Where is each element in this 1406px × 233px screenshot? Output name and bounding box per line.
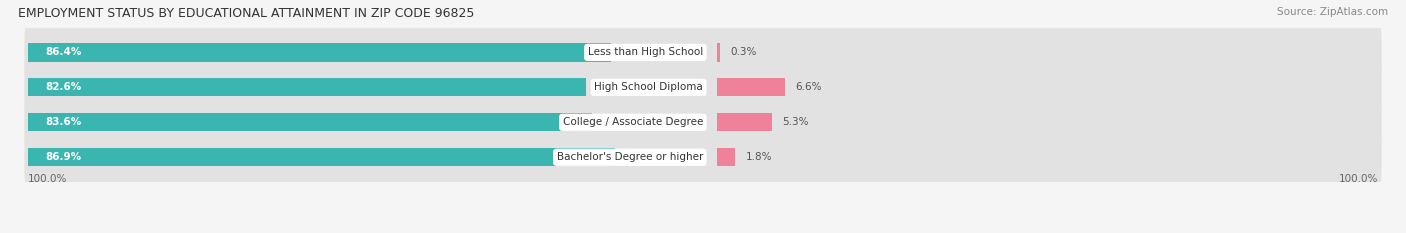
Text: College / Associate Degree: College / Associate Degree [562,117,703,127]
Text: 86.9%: 86.9% [45,152,82,162]
FancyBboxPatch shape [24,128,1382,187]
Text: Less than High School: Less than High School [588,48,703,57]
Text: EMPLOYMENT STATUS BY EDUCATIONAL ATTAINMENT IN ZIP CODE 96825: EMPLOYMENT STATUS BY EDUCATIONAL ATTAINM… [18,7,475,20]
Bar [717,148,735,166]
Text: 6.6%: 6.6% [796,82,823,92]
FancyBboxPatch shape [24,23,1382,82]
Text: 100.0%: 100.0% [28,174,67,184]
FancyBboxPatch shape [24,58,1382,117]
Bar [28,148,614,166]
Text: Bachelor's Degree or higher: Bachelor's Degree or higher [557,152,703,162]
Bar [28,43,612,62]
Text: 100.0%: 100.0% [1339,174,1378,184]
Bar [717,113,772,131]
Bar [717,78,785,96]
Text: 1.8%: 1.8% [745,152,772,162]
Text: High School Diploma: High School Diploma [595,82,703,92]
Bar [28,113,592,131]
Bar [717,43,720,62]
Text: 86.4%: 86.4% [45,48,82,57]
FancyBboxPatch shape [24,93,1382,152]
Text: 5.3%: 5.3% [782,117,808,127]
Text: 83.6%: 83.6% [45,117,82,127]
Text: Source: ZipAtlas.com: Source: ZipAtlas.com [1277,7,1388,17]
Text: 82.6%: 82.6% [45,82,82,92]
Text: 0.3%: 0.3% [730,48,756,57]
Bar [28,78,585,96]
